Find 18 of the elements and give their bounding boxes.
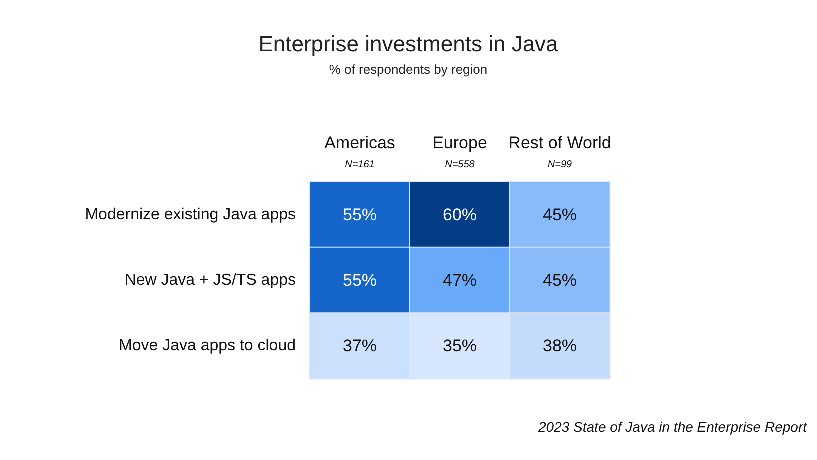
data-label: 45%	[542, 205, 578, 224]
y-tick-label: Modernize existing Java apps	[85, 206, 296, 224]
data-label: 55%	[342, 271, 378, 290]
chart-subtitle: % of respondents by region	[329, 62, 488, 77]
x-tick-label: Europe N=558	[432, 134, 488, 170]
data-label: 38%	[542, 336, 578, 356]
text: 2023 State of Java in the Enterprise Report	[538, 419, 808, 435]
data-label: 37%	[342, 336, 378, 356]
data-label: 35%	[442, 336, 478, 356]
y-tick-label: New Java + JS/TS apps	[124, 272, 296, 289]
data-label: 45%	[542, 271, 578, 290]
x-tick-label: Americas N=161	[324, 134, 396, 170]
chart-title: Enterprise investments in Java	[258, 32, 560, 56]
x-tick-label: Rest of World N=99	[508, 134, 612, 170]
data-label: 60%	[442, 205, 478, 224]
data-label: 47%	[442, 271, 478, 290]
data-label: 55%	[342, 205, 378, 224]
y-tick-label: Move Java apps to cloud	[119, 338, 296, 355]
